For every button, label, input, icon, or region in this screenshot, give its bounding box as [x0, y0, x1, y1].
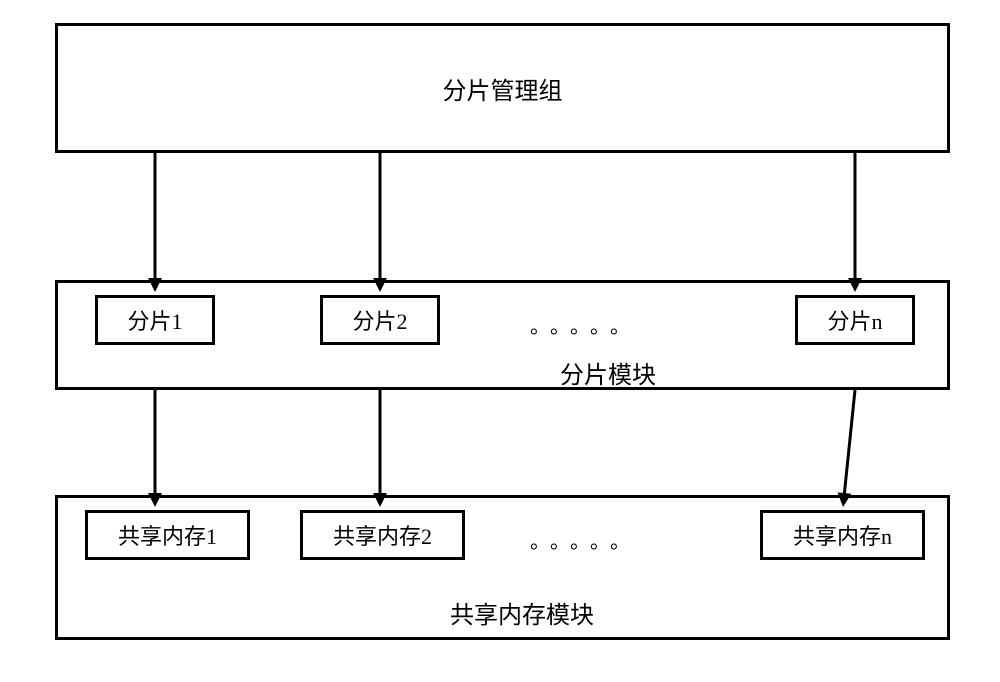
shard-1-box: 分片1	[95, 295, 215, 345]
manager-group-label: 分片管理组	[443, 71, 563, 106]
shared-mem-1-box: 共享内存1	[85, 510, 250, 560]
shard-n-label: 分片n	[827, 304, 882, 336]
shared-mem-1-label: 共享内存1	[118, 519, 217, 551]
shared-mem-n-box: 共享内存n	[760, 510, 925, 560]
shard-module-label: 分片模块	[560, 355, 656, 390]
shared-mem-2-box: 共享内存2	[300, 510, 465, 560]
shard-2-box: 分片2	[320, 295, 440, 345]
shard-n-box: 分片n	[795, 295, 915, 345]
shared-mem-2-label: 共享内存2	[333, 519, 432, 551]
ellipsis-dots-row-2: 。。。。。	[530, 525, 640, 554]
shard-1-label: 分片1	[127, 304, 182, 336]
diagram-canvas: 分片管理组 分片模块 分片1 分片2 分片n 。。。。。 共享内存模块 共享内存…	[0, 0, 1000, 682]
manager-group-box: 分片管理组	[55, 23, 950, 153]
shared-mem-module-label: 共享内存模块	[450, 595, 594, 630]
shard-2-label: 分片2	[352, 304, 407, 336]
shared-mem-n-label: 共享内存n	[793, 519, 892, 551]
ellipsis-dots-row-1: 。。。。。	[530, 310, 640, 339]
